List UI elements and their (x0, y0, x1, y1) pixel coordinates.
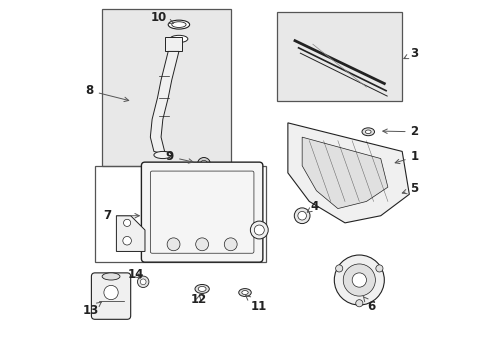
Circle shape (167, 238, 180, 251)
Bar (102, 9, 231, 166)
Polygon shape (302, 137, 388, 208)
Circle shape (356, 300, 363, 307)
Text: 13: 13 (82, 302, 101, 317)
Bar (165, 37, 182, 51)
Ellipse shape (102, 273, 120, 280)
Ellipse shape (239, 289, 251, 296)
Text: 8: 8 (85, 84, 129, 102)
Circle shape (123, 237, 131, 245)
Ellipse shape (172, 22, 186, 27)
Text: 10: 10 (151, 11, 173, 24)
Text: 14: 14 (128, 268, 144, 281)
Text: 5: 5 (402, 183, 419, 195)
Ellipse shape (366, 130, 371, 134)
Bar (95, 166, 267, 262)
Circle shape (138, 276, 149, 288)
Text: 1: 1 (395, 150, 419, 163)
Text: 4: 4 (307, 200, 319, 213)
Circle shape (250, 221, 268, 239)
Circle shape (140, 279, 146, 285)
FancyBboxPatch shape (92, 273, 131, 319)
Ellipse shape (154, 152, 172, 158)
Circle shape (197, 157, 210, 170)
Text: 6: 6 (363, 296, 376, 313)
Text: 3: 3 (404, 47, 419, 60)
Circle shape (196, 238, 209, 251)
Text: 2: 2 (383, 125, 419, 138)
Circle shape (104, 285, 118, 300)
Polygon shape (288, 123, 409, 223)
Circle shape (224, 238, 237, 251)
Circle shape (352, 273, 367, 287)
Ellipse shape (362, 128, 374, 136)
Circle shape (334, 255, 384, 305)
Text: 11: 11 (246, 296, 268, 313)
Ellipse shape (168, 20, 190, 29)
Ellipse shape (170, 35, 188, 42)
Text: 12: 12 (191, 293, 207, 306)
Circle shape (376, 265, 383, 272)
FancyBboxPatch shape (142, 162, 263, 262)
Polygon shape (150, 51, 179, 153)
Text: 7: 7 (103, 209, 139, 222)
Circle shape (298, 211, 306, 220)
Circle shape (123, 219, 131, 226)
Bar (277, 12, 402, 102)
Circle shape (343, 264, 375, 296)
Ellipse shape (195, 284, 209, 293)
Text: 9: 9 (166, 150, 193, 163)
Circle shape (294, 208, 310, 224)
Circle shape (200, 160, 207, 167)
Circle shape (254, 225, 264, 235)
Circle shape (336, 265, 343, 272)
Ellipse shape (198, 287, 206, 292)
Ellipse shape (242, 291, 248, 294)
Polygon shape (117, 216, 145, 251)
